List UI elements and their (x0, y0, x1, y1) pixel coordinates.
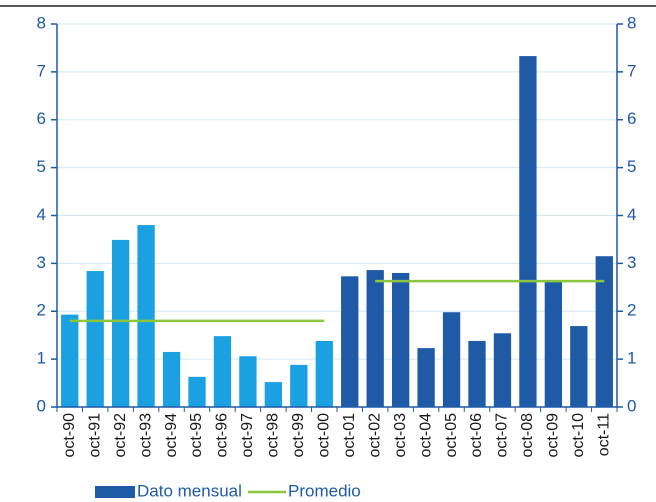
x-tick-label: oct-00 (315, 413, 332, 458)
x-tick-label: oct-91 (86, 413, 103, 458)
bar (544, 281, 563, 407)
x-tick-label: oct-01 (341, 413, 358, 458)
x-tick-label: oct-04 (417, 413, 434, 458)
bar (341, 276, 359, 407)
x-tick-label: oct-92 (112, 413, 129, 458)
y2-tick-label: 8 (627, 13, 636, 32)
x-tick-label: oct-93 (137, 413, 154, 458)
bar (468, 340, 486, 407)
y2-tick-label: 5 (627, 157, 636, 176)
y-tick-label: 6 (37, 109, 46, 128)
y-tick-label: 0 (37, 396, 46, 415)
bar (417, 348, 435, 407)
bar (315, 340, 333, 407)
bar (290, 364, 308, 407)
bar (61, 314, 79, 407)
x-tick-label: oct-94 (163, 413, 180, 458)
x-tick-label: oct-96 (214, 413, 231, 458)
y-tick-label: 2 (37, 301, 46, 320)
bar (391, 272, 410, 407)
y-tick-label: 7 (37, 61, 46, 80)
x-tick-label: oct-08 (519, 413, 536, 458)
bar (519, 56, 537, 408)
legend-label: Promedio (288, 481, 361, 500)
bar (442, 312, 461, 407)
x-tick-label: oct-05 (443, 413, 460, 458)
y-tick-label: 4 (37, 205, 46, 224)
x-tick-label: oct-90 (61, 413, 78, 458)
y-tick-label: 3 (37, 253, 46, 272)
x-tick-label: oct-98 (265, 413, 282, 458)
bar (213, 336, 232, 407)
x-tick-label: oct-11 (595, 413, 612, 456)
y-tick-label: 8 (37, 13, 46, 32)
bar (493, 333, 512, 407)
bar (188, 376, 206, 407)
x-tick-label: oct-95 (188, 413, 205, 458)
x-tick-label: oct-10 (570, 413, 587, 458)
average-line (69, 279, 605, 323)
y2-tick-label: 4 (627, 205, 636, 224)
x-tick-label: oct-97 (239, 413, 256, 458)
y2-tick-label: 3 (627, 253, 636, 272)
y2-tick-label: 2 (627, 301, 636, 320)
bar (570, 326, 588, 407)
bar (111, 239, 130, 407)
y-tick-label: 1 (37, 349, 46, 368)
bar (239, 356, 257, 407)
x-tick-label: oct-07 (494, 413, 511, 458)
bar (137, 225, 155, 407)
bar (264, 382, 283, 407)
legend-swatch (95, 486, 135, 498)
x-tick-label: oct-06 (468, 413, 485, 458)
x-tick-label: oct-99 (290, 413, 307, 458)
y2-tick-label: 0 (627, 396, 636, 415)
legend-label: Dato mensual (137, 481, 242, 500)
y-tick-label: 5 (37, 157, 46, 176)
bar (162, 351, 181, 407)
y2-tick-label: 1 (627, 349, 636, 368)
bar (366, 270, 384, 407)
x-tick-label: oct-03 (392, 413, 409, 458)
bar (86, 271, 104, 407)
bar (595, 256, 613, 407)
y2-tick-label: 7 (627, 61, 636, 80)
x-tick-label: oct-02 (366, 413, 383, 458)
x-tick-label: oct-09 (545, 413, 562, 458)
y2-tick-label: 6 (627, 109, 636, 128)
